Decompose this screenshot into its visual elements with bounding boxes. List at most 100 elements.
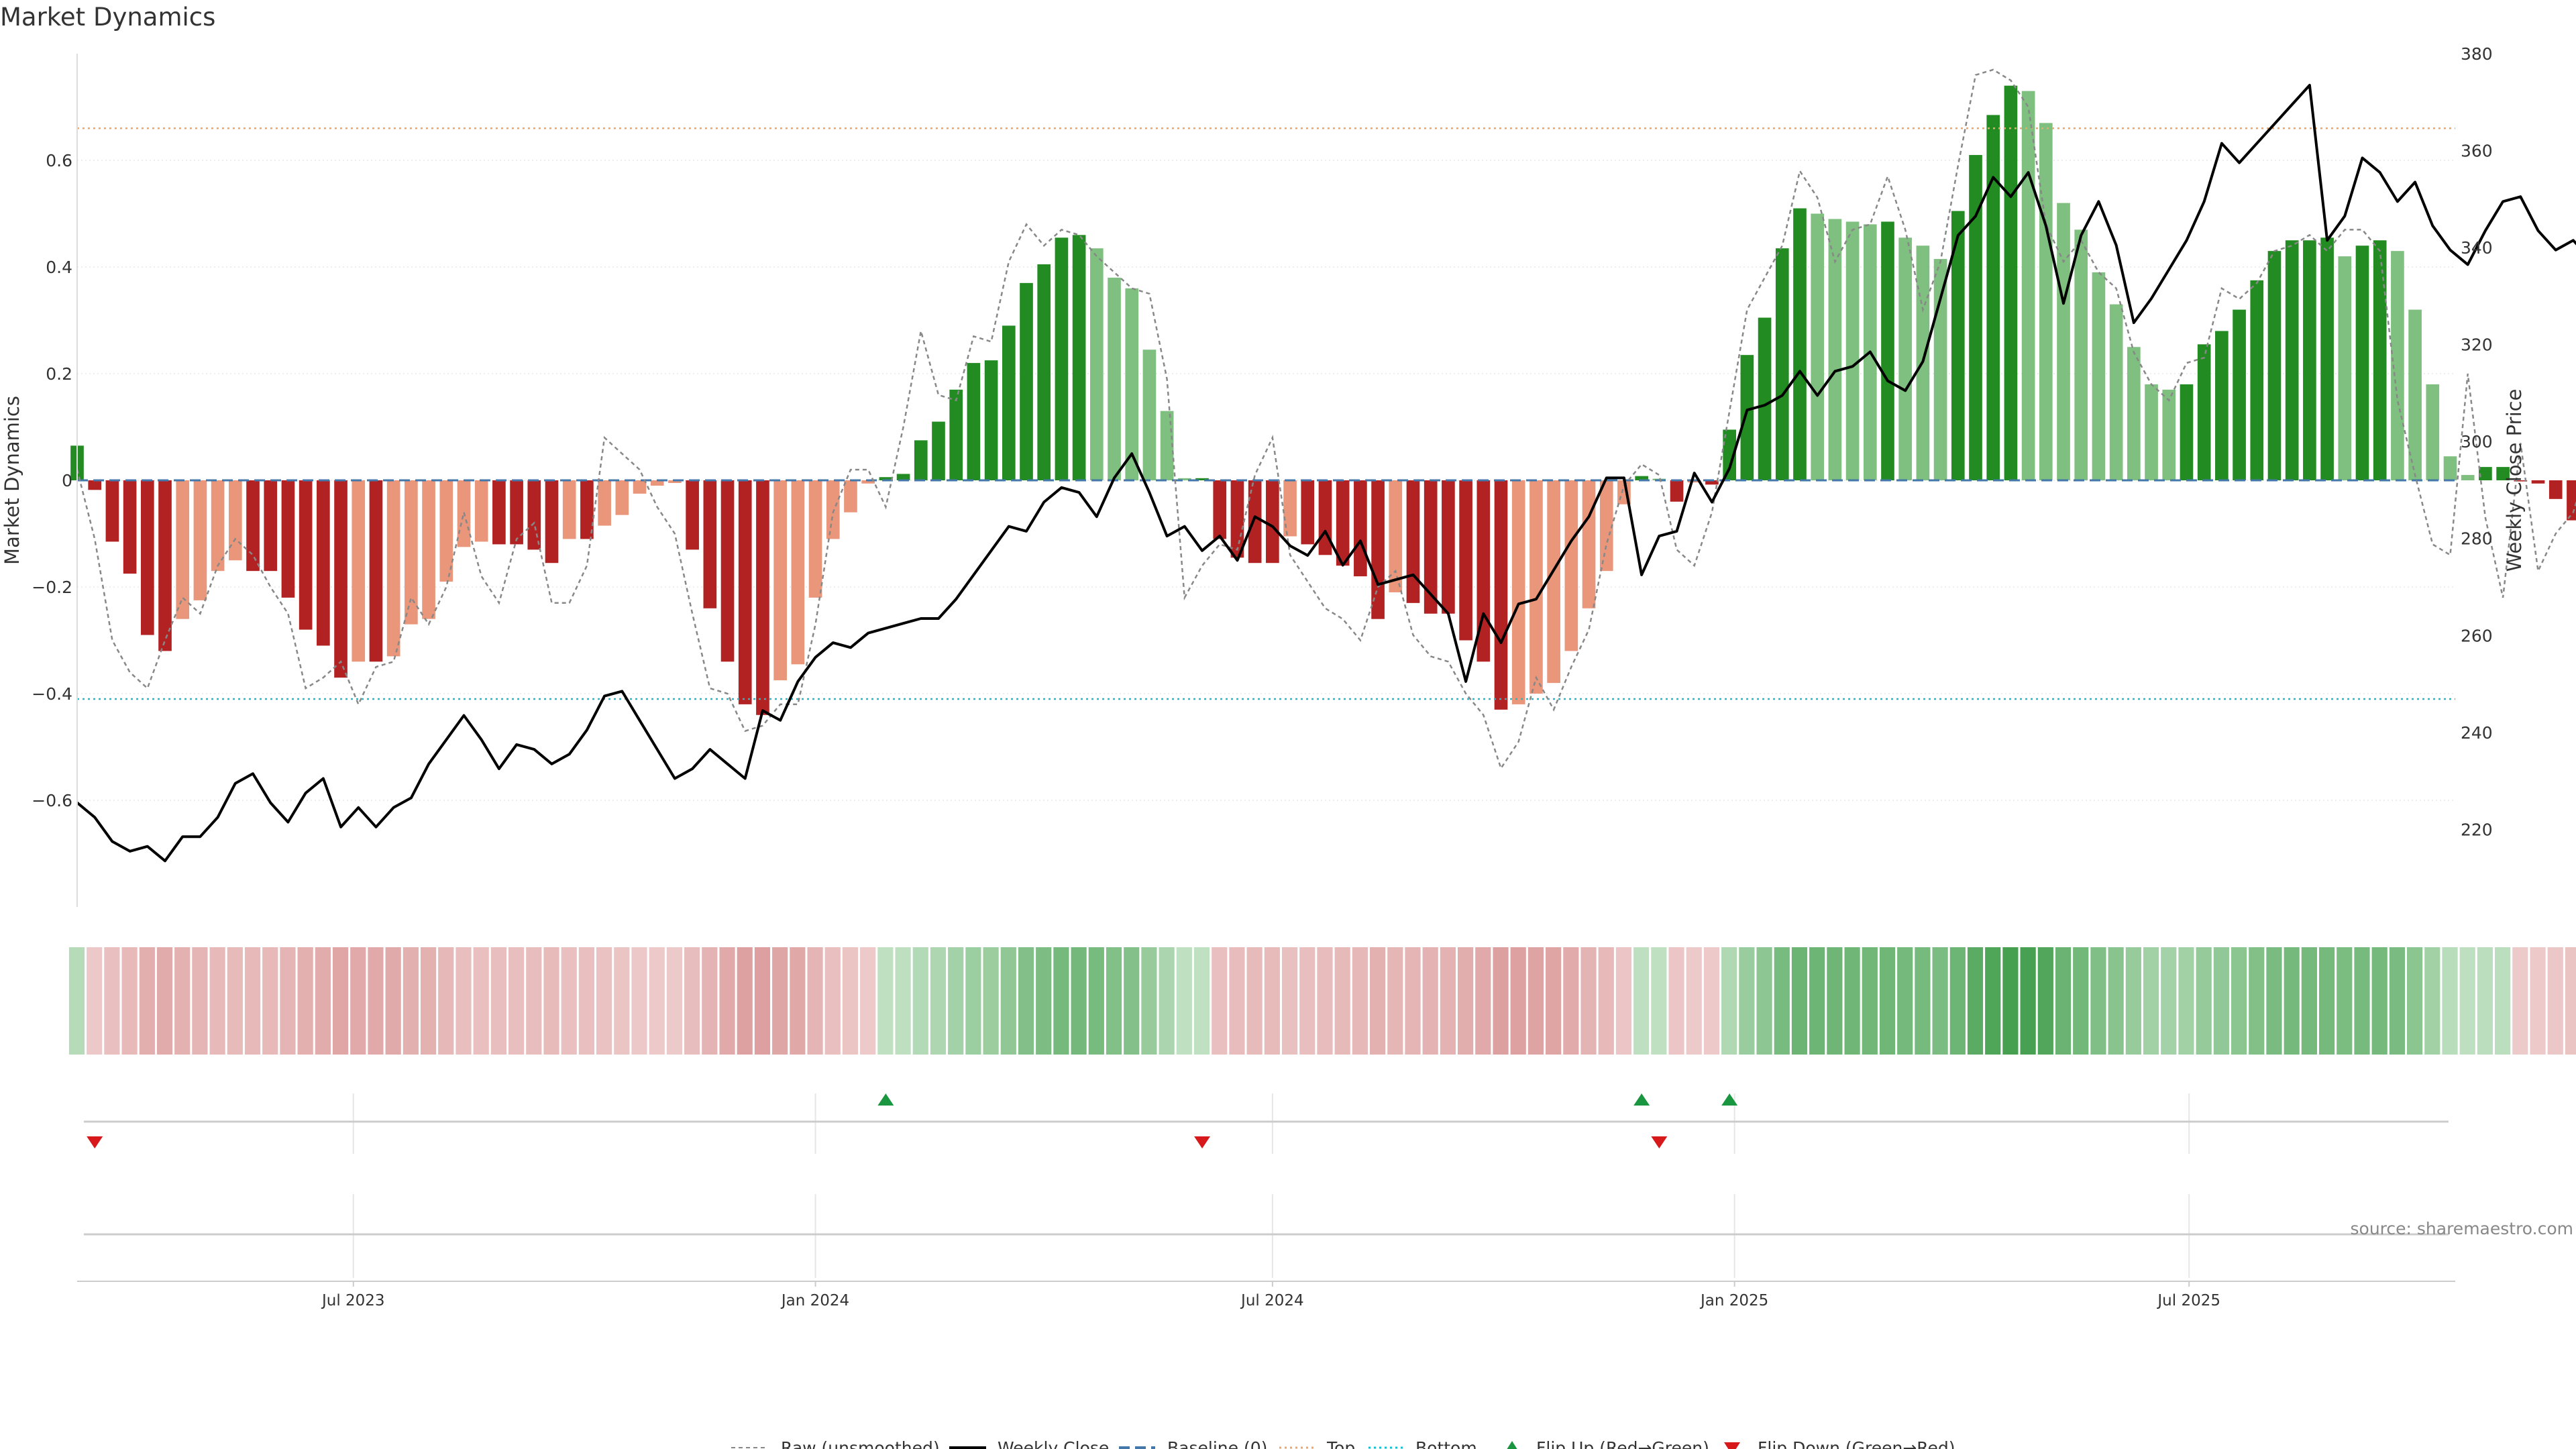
heat-cell xyxy=(877,947,894,1055)
dynamics-bar xyxy=(2426,384,2440,480)
dynamics-bar xyxy=(879,477,893,480)
dynamics-bar xyxy=(140,480,154,635)
heat-cell xyxy=(1915,947,1931,1055)
heat-cell xyxy=(1018,947,1034,1055)
dynamics-bar xyxy=(2057,203,2070,480)
dynamics-bar xyxy=(2355,246,2369,480)
heat-cell xyxy=(2143,947,2159,1055)
heat-cell xyxy=(368,947,384,1055)
dynamics-bar xyxy=(229,480,242,561)
heat-cell xyxy=(543,947,559,1055)
heat-cell xyxy=(2249,947,2265,1055)
heat-cell xyxy=(2178,947,2194,1055)
dynamics-bar xyxy=(1301,480,1315,545)
chart-title: Market Dynamics xyxy=(0,3,215,32)
dynamics-bar xyxy=(1178,478,1191,480)
dynamics-bar xyxy=(1072,235,1086,480)
heat-cell xyxy=(227,947,243,1055)
dynamics-bar xyxy=(2567,480,2576,521)
y-axis-label: Market Dynamics xyxy=(1,396,23,565)
dynamics-bar xyxy=(2267,251,2282,480)
dynamics-bar xyxy=(1898,237,1913,480)
heat-cell xyxy=(297,947,313,1055)
heat-cell xyxy=(702,947,718,1055)
dynamics-bar xyxy=(1811,213,1825,480)
heat-cell xyxy=(1246,947,1263,1055)
dynamics-bar xyxy=(720,480,735,662)
heat-cell xyxy=(983,947,999,1055)
dynamics-bar xyxy=(405,480,418,625)
heat-cell xyxy=(2389,947,2406,1055)
heat-cell xyxy=(262,947,278,1055)
dynamics-bar xyxy=(861,480,875,484)
y-tick-label: −0.6 xyxy=(32,791,72,810)
heat-cell xyxy=(1281,947,1298,1055)
dynamics-bar xyxy=(246,480,260,572)
dynamics-bar xyxy=(1933,259,1947,480)
dynamics-bar xyxy=(668,480,682,483)
dynamics-bar xyxy=(1230,480,1244,558)
y2-tick-label: 340 xyxy=(2461,238,2493,258)
dynamics-bar xyxy=(1969,155,1982,481)
dynamics-bar xyxy=(1599,480,1613,572)
dynamics-bar xyxy=(2039,123,2053,481)
dynamics-bar xyxy=(738,480,752,704)
heat-cell xyxy=(2161,947,2177,1055)
heat-cell xyxy=(2090,947,2106,1055)
y-tick-label: −0.4 xyxy=(32,684,72,704)
dynamics-bar xyxy=(808,480,822,598)
heat-cell xyxy=(385,947,401,1055)
dynamics-bar xyxy=(1336,480,1350,566)
heat-cell xyxy=(1440,947,1456,1055)
dynamics-bar xyxy=(2338,256,2352,480)
heat-cell xyxy=(649,947,665,1055)
heat-cell xyxy=(2424,947,2440,1055)
dynamics-bar xyxy=(1477,480,1491,662)
dynamics-bar xyxy=(1389,480,1403,592)
x-tick-label: Jul 2024 xyxy=(1240,1292,1304,1309)
dynamics-bar xyxy=(2496,467,2510,480)
dynamics-bar xyxy=(2162,389,2176,480)
dynamics-bar xyxy=(1494,480,1508,710)
y2-tick-label: 320 xyxy=(2461,335,2493,355)
legend-item-bottom: Bottom xyxy=(1368,1438,1477,1449)
heat-cell xyxy=(1932,947,1948,1055)
heat-cell xyxy=(737,947,753,1055)
dynamics-bar xyxy=(88,480,102,490)
heat-cell xyxy=(2301,947,2317,1055)
dynamics-bar xyxy=(264,480,278,572)
heat-cell xyxy=(1193,947,1210,1055)
heat-cell xyxy=(1844,947,1860,1055)
heat-cell xyxy=(2284,947,2300,1055)
dynamics-bar xyxy=(1986,115,2000,481)
legend-label-bottom: Bottom xyxy=(1415,1438,1477,1449)
heat-cell xyxy=(1264,947,1280,1055)
dynamics-bar xyxy=(2303,240,2316,480)
heat-cell xyxy=(1739,947,1755,1055)
heat-cell xyxy=(1106,947,1122,1055)
legend-label-baseline: Baseline (0) xyxy=(1167,1438,1267,1449)
heat-cell xyxy=(104,947,120,1055)
heat-cell xyxy=(2020,947,2036,1055)
heat-cell xyxy=(1774,947,1790,1055)
dynamics-heat-strip xyxy=(68,947,2576,1055)
dynamics-bar xyxy=(474,480,488,542)
heat-cell xyxy=(1369,947,1386,1055)
heat-cell xyxy=(490,947,506,1055)
heat-cell xyxy=(1299,947,1316,1055)
heat-cell xyxy=(1721,947,1737,1055)
dynamics-bar xyxy=(2127,347,2141,480)
heat-cell xyxy=(2371,947,2387,1055)
y2-tick-label: 360 xyxy=(2461,142,2493,161)
heat-cell xyxy=(2547,947,2563,1055)
y-tick-label: 0 xyxy=(62,471,72,490)
dynamics-bar xyxy=(527,480,541,550)
heat-cell xyxy=(121,947,138,1055)
dynamics-bar xyxy=(1845,221,1860,480)
heat-cell xyxy=(1387,947,1403,1055)
dynamics-bar xyxy=(1195,478,1209,480)
legend-item-flip-down: Flip Down (Green→Red) xyxy=(1724,1438,1955,1449)
flip-down-marker xyxy=(1651,1136,1668,1148)
dynamics-bar xyxy=(949,389,963,480)
